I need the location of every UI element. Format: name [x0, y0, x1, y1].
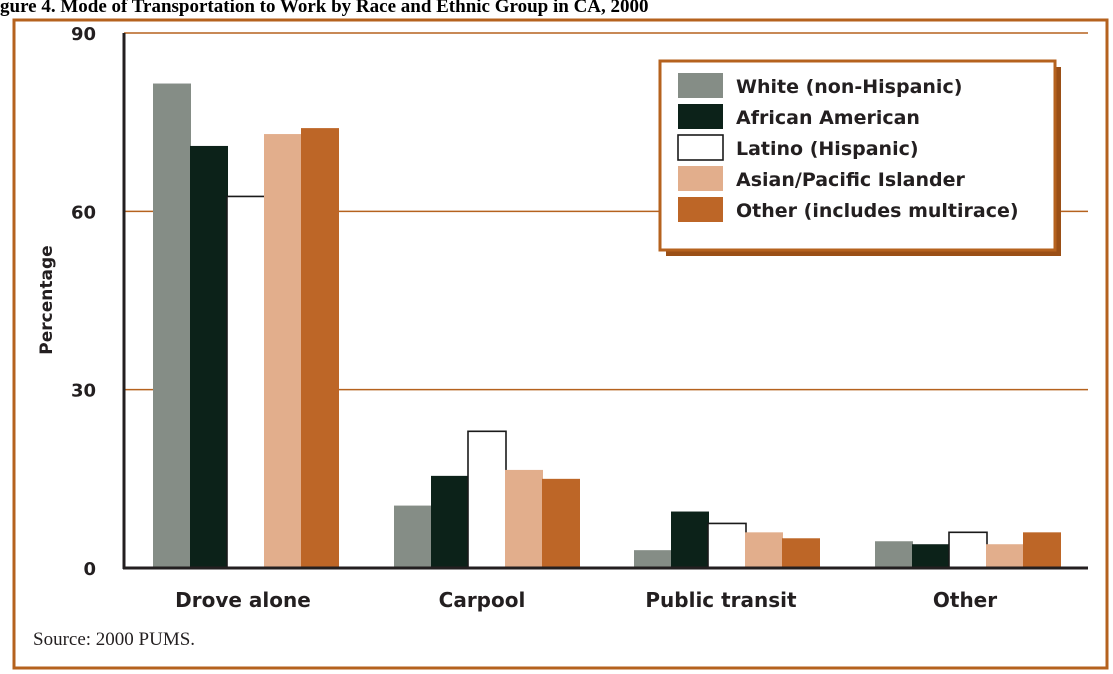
- x-axis-categories: Drove alone Carpool Public transit Other: [175, 588, 997, 612]
- x-category-label: Carpool: [439, 588, 526, 612]
- legend-swatch: [678, 104, 723, 129]
- bar: [505, 469, 543, 568]
- bar: [875, 541, 913, 568]
- bar: [1023, 532, 1061, 568]
- bar: [264, 134, 302, 569]
- y-tick-label: 90: [71, 24, 96, 45]
- bar: [301, 128, 339, 568]
- bar: [671, 511, 709, 568]
- legend: White (non-Hispanic) African American Lati…: [658, 59, 1061, 256]
- figure-title: gure 4. Mode of Transportation to Work b…: [0, 0, 649, 17]
- bar: [153, 83, 191, 569]
- bar: [745, 532, 783, 568]
- x-category-label: Drove alone: [175, 588, 311, 612]
- bar: [431, 475, 469, 568]
- bar: [782, 538, 820, 568]
- bar: [394, 505, 432, 568]
- bar: [912, 544, 950, 568]
- bar: [190, 145, 228, 568]
- bar: [468, 431, 506, 568]
- legend-label: Other (includes multirace): [736, 200, 1019, 222]
- legend-swatch: [678, 73, 723, 98]
- legend-label: White (non-Hispanic): [736, 76, 962, 98]
- bar: [949, 532, 987, 568]
- x-category-label: Other: [933, 588, 997, 612]
- legend-label: Latino (Hispanic): [736, 138, 919, 160]
- y-tick-label: 0: [83, 559, 96, 580]
- y-axis-ticks: 0 30 60 90: [71, 24, 96, 580]
- bar: [708, 523, 746, 568]
- y-axis-label: Percentage: [37, 245, 57, 354]
- legend-swatch: [678, 197, 723, 222]
- y-tick-label: 60: [71, 202, 96, 223]
- y-tick-label: 30: [71, 381, 96, 402]
- bar: [986, 544, 1024, 568]
- bar: [634, 550, 672, 568]
- bar: [227, 196, 265, 568]
- legend-box: [658, 59, 1057, 252]
- x-category-label: Public transit: [645, 588, 797, 612]
- bars: [153, 83, 1061, 569]
- legend-label: Asian/Pacific Islander: [736, 169, 966, 191]
- legend-swatch: [678, 166, 723, 191]
- legend-swatch: [677, 134, 724, 161]
- legend-label: African American: [736, 107, 920, 129]
- bar: [542, 478, 580, 568]
- source-note: Source: 2000 PUMS.: [33, 629, 195, 650]
